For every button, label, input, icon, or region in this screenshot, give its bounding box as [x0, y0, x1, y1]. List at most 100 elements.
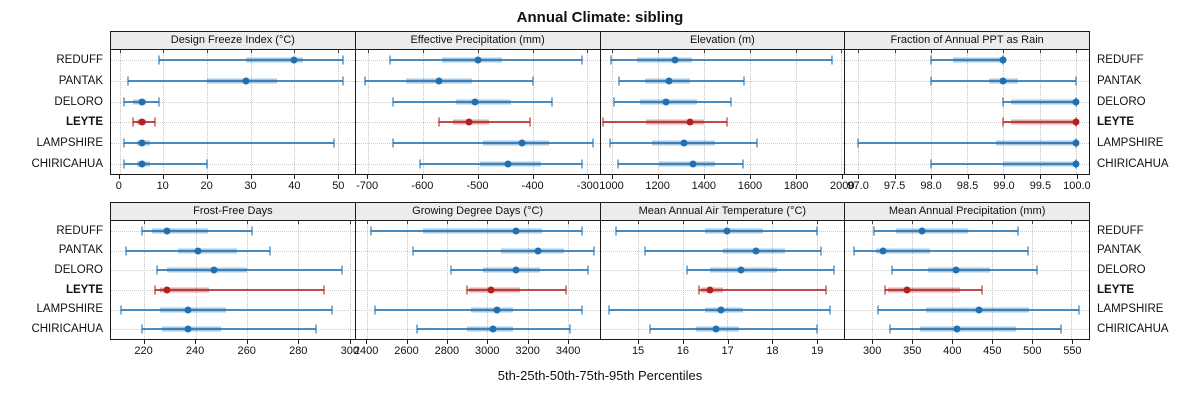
axis-tick-label: 2000	[829, 180, 855, 192]
median-dot	[163, 286, 171, 294]
whisker-cap	[153, 285, 156, 295]
median-dot	[512, 227, 519, 235]
axis-tick-label: 100.0	[1063, 180, 1091, 192]
whisker-cap	[888, 324, 891, 334]
axis-tick	[931, 175, 933, 179]
whisker-5th-95th	[930, 162, 1076, 165]
site-label-reduff: REDUFF	[56, 54, 103, 67]
median-dot	[689, 160, 697, 168]
whisker-cap	[686, 265, 689, 275]
median-dot	[184, 306, 192, 313]
median-dot	[487, 286, 495, 294]
axis-tick	[817, 340, 819, 344]
axis-tick	[749, 175, 751, 179]
whisker-cap	[1026, 246, 1029, 255]
panel-fraction-of-annual-ppt-as-rain: Fraction of Annual PPT as Rain	[844, 32, 1089, 174]
tick-mark-top	[749, 50, 751, 53]
axis-tick-label: 400	[943, 345, 962, 357]
whisker-cap	[853, 246, 855, 255]
median-dot	[471, 98, 479, 106]
gridline-vertical	[703, 50, 705, 174]
tick-mark-top	[250, 50, 252, 53]
median-dot	[138, 160, 146, 168]
tick-mark-top	[872, 221, 874, 224]
axis-spacer	[1090, 175, 1200, 197]
whisker-cap	[876, 305, 879, 314]
gridline-horizontal	[111, 163, 355, 165]
axis-tick-label: 2400	[353, 345, 379, 357]
axis-tick-label: 30	[244, 180, 257, 192]
axis-tick	[638, 340, 640, 344]
whisker-cap	[528, 117, 531, 127]
median-dot	[952, 266, 960, 274]
x-axis: 2400 2600 2800 3000 3200 3400	[353, 340, 600, 362]
site-label-chiricahua: CHIRICAHUA	[1097, 157, 1169, 170]
gridline-vertical	[1003, 50, 1005, 174]
gridline-vertical	[367, 50, 369, 174]
axis-tick	[657, 175, 659, 179]
whisker-cap	[568, 324, 571, 334]
tick-mark-top	[338, 50, 340, 53]
gridline-vertical	[477, 50, 479, 174]
iqr-band-25th-75th	[159, 307, 227, 312]
gridline-vertical	[366, 221, 368, 339]
whisker-cap	[580, 305, 583, 314]
whisker-cap	[1017, 226, 1020, 236]
median-dot	[665, 77, 673, 85]
median-dot	[534, 247, 542, 254]
whisker-5th-95th	[374, 308, 582, 311]
iqr-band-25th-75th	[1010, 119, 1076, 125]
axis-tick	[406, 340, 408, 344]
whisker-cap	[332, 138, 335, 148]
iqr-band-25th-75th	[888, 287, 960, 293]
whisker-5th-95th	[451, 269, 588, 272]
whisker-5th-95th	[389, 59, 582, 62]
iqr-band-25th-75th	[952, 57, 1004, 63]
whisker-cap	[929, 159, 932, 169]
panel-strip-label: Frost-Free Days	[111, 203, 355, 221]
whisker-5th-95th	[610, 59, 833, 62]
panel-mean-annual-precipitation-mm-: Mean Annual Precipitation (mm)	[844, 203, 1089, 339]
chart-row-bottom: REDUFF PANTAK DELORO LEYTE LAMPSHIRE CHIRICAH…	[0, 202, 1200, 340]
tick-mark-top	[587, 50, 589, 53]
whisker-cap	[531, 76, 534, 86]
axis-tick	[587, 175, 589, 179]
tick-mark-top	[951, 221, 953, 224]
axis-tick-label: 240	[185, 345, 205, 357]
iqr-band-25th-75th	[455, 99, 511, 105]
axis-tick	[195, 340, 197, 344]
gridline-vertical	[930, 50, 932, 174]
whisker-5th-95th	[645, 249, 822, 252]
whisker-cap	[742, 76, 745, 86]
axis-tick	[682, 340, 684, 344]
gridline-vertical	[246, 221, 248, 339]
median-dot	[903, 286, 911, 294]
tick-mark-top	[207, 50, 209, 53]
gridline-vertical	[749, 50, 751, 174]
median-dot	[1072, 98, 1080, 106]
axis-tick-label: 99.0	[993, 180, 1015, 192]
whisker-cap	[648, 324, 651, 334]
whisker-cap	[831, 55, 834, 65]
whisker-5th-95th	[873, 229, 1019, 232]
tick-mark-top	[567, 221, 569, 224]
median-dot	[712, 325, 720, 333]
gridline-vertical	[912, 221, 914, 339]
gridline-vertical	[349, 221, 351, 339]
whisker-5th-95th	[439, 121, 530, 124]
axis-spacer	[0, 340, 110, 362]
gridline-vertical	[422, 50, 424, 174]
axis-tick-label: 300	[340, 345, 360, 357]
axis-tick-label: 350	[903, 345, 922, 357]
whisker-cap	[418, 159, 421, 169]
panel-elevation-m-: Elevation (m)	[599, 32, 845, 174]
x-axis: 300 350 400 450 500 550	[845, 340, 1090, 362]
whisker-cap	[730, 97, 733, 107]
tick-mark-top	[477, 50, 479, 53]
axis-tick-label: 2600	[394, 345, 419, 357]
panel-body	[845, 50, 1089, 174]
whisker-cap	[608, 305, 611, 314]
whisker-cap	[824, 285, 827, 295]
whisker-5th-95th	[854, 249, 1028, 252]
panel-body	[600, 221, 845, 339]
